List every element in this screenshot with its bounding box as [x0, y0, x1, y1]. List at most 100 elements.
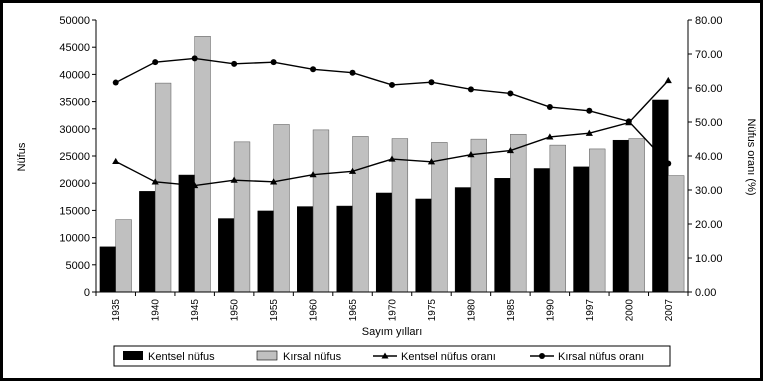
left-tick-label: 10000 — [59, 233, 90, 245]
bar-kırsal-nüfus-1960 — [312, 129, 330, 293]
bar-kentsel-nüfus-1935 — [99, 246, 116, 293]
bar-kırsal-nüfus-2000 — [628, 138, 645, 293]
right-tick-label: 70.00 — [695, 49, 723, 61]
point-kentsel-nüfus-oranı-1945 — [191, 181, 199, 189]
bar-kırsal-nüfus-2007 — [668, 175, 685, 293]
x-tick-label-1935: 1935 — [111, 299, 122, 322]
x-tick-label-2000: 2000 — [624, 299, 635, 322]
point-kentsel-nüfus-oranı-1950 — [230, 176, 238, 183]
point-kentsel-nüfus-oranı-1965 — [348, 167, 357, 174]
bar-kırsal-nüfus-1950 — [233, 141, 251, 293]
left-tick-label: 30000 — [59, 124, 90, 136]
point-kentsel-nüfus-oranı-1975 — [427, 158, 436, 165]
point-kırsal-nüfus-oranı-1945 — [191, 55, 198, 62]
point-kentsel-nüfus-oranı-1955 — [270, 178, 278, 185]
plot-area — [99, 36, 685, 293]
right-tick-label: 40.00 — [695, 151, 723, 163]
x-tick-label-1975: 1975 — [427, 299, 438, 322]
bar-kentsel-nüfus-2000 — [612, 139, 630, 293]
bar-kırsal-nüfus-1985 — [510, 133, 527, 293]
point-kırsal-nüfus-oranı-1980 — [467, 86, 474, 93]
left-tick-label: 5000 — [66, 260, 90, 272]
x-tick-label-1980: 1980 — [466, 299, 477, 322]
x-tick-label-1965: 1965 — [348, 299, 359, 322]
legend-marker-circle — [539, 353, 545, 359]
bar-kırsal-nüfus-1997 — [589, 148, 606, 293]
x-tick-label-2007: 2007 — [664, 299, 675, 322]
left-tick-label: 15000 — [59, 205, 90, 217]
bar-kırsal-nüfus-1980 — [470, 138, 487, 293]
point-kırsal-nüfus-oranı-1960 — [310, 66, 317, 73]
bar-kırsal-nüfus-1955 — [273, 124, 290, 293]
right-tick-label: 60.00 — [695, 83, 723, 95]
bar-kentsel-nüfus-1985 — [494, 178, 511, 293]
right-axis: 0.00 10.00 20.00 30.00 40.00 50.00 60.00 70.00 8… — [687, 15, 723, 299]
point-kırsal-nüfus-oranı-1990 — [546, 104, 553, 111]
left-tick-label: 35000 — [59, 97, 90, 109]
point-kırsal-nüfus-oranı-1970 — [389, 81, 395, 88]
point-kırsal-nüfus-oranı-1950 — [231, 60, 238, 67]
legend-label-kirsal-oran: Kırsal nüfus oranı — [558, 351, 644, 363]
legend-marker-triangle — [381, 352, 389, 359]
point-kentsel-nüfus-oranı-2007 — [664, 76, 672, 84]
left-tick-label: 25000 — [59, 151, 90, 163]
legend-label-kentsel-nufus: Kentsel nüfus — [148, 351, 215, 363]
point-kırsal-nüfus-oranı-2000 — [625, 118, 632, 125]
left-tick-label: 45000 — [59, 42, 90, 54]
x-axis: 1935 1940 1945 1950 1955 1960 1965 1970 1975 1980… — [95, 291, 689, 322]
point-kentsel-nüfus-oranı-1935 — [112, 157, 120, 165]
bar-kentsel-nüfus-1950 — [218, 218, 235, 293]
point-kırsal-nüfus-oranı-1985 — [507, 90, 514, 97]
point-kırsal-nüfus-oranı-1975 — [428, 79, 435, 86]
point-kentsel-nüfus-oranı-1940 — [151, 178, 159, 185]
left-axis: 0 5000 10000 15000 20000 25000 30000 35000 40000… — [59, 15, 97, 299]
right-tick-label: 30.00 — [695, 185, 723, 197]
legend-label-kentsel-oran: Kentsel nüfus oranı — [401, 351, 496, 363]
left-tick-label: 50000 — [59, 15, 90, 27]
point-kentsel-nüfus-oranı-1985 — [506, 146, 514, 154]
point-kentsel-nüfus-oranı-1980 — [467, 151, 475, 158]
bar-kentsel-nüfus-1980 — [454, 187, 472, 293]
bar-kırsal-nüfus-1945 — [194, 36, 211, 293]
x-tick-label-1945: 1945 — [190, 299, 201, 322]
x-tick-label-1997: 1997 — [585, 299, 596, 322]
bar-kentsel-nüfus-1975 — [415, 198, 432, 293]
bar-kırsal-nüfus-1990 — [549, 144, 566, 293]
bar-kentsel-nüfus-1955 — [257, 210, 274, 293]
x-tick-label-1970: 1970 — [388, 299, 399, 322]
x-tick-label-1960: 1960 — [309, 299, 320, 322]
x-tick-label-1950: 1950 — [230, 299, 241, 322]
y-axis-title: Nüfus — [16, 142, 28, 171]
bar-kırsal-nüfus-1940 — [154, 82, 172, 293]
x-axis-title: Sayım yılları — [362, 326, 423, 338]
left-tick-label: 0 — [84, 287, 90, 299]
point-kırsal-nüfus-oranı-1940 — [152, 59, 159, 66]
bar-kentsel-nüfus-1960 — [297, 206, 314, 293]
bar-kentsel-nüfus-1990 — [533, 168, 551, 293]
left-tick-label: 40000 — [59, 69, 90, 81]
bar-kentsel-nüfus-1997 — [573, 166, 590, 293]
bar-kentsel-nüfus-1945 — [178, 174, 195, 293]
point-kentsel-nüfus-oranı-1970 — [388, 155, 396, 162]
point-kırsal-nüfus-oranı-1935 — [112, 79, 119, 86]
point-kırsal-nüfus-oranı-1997 — [586, 107, 593, 114]
point-kentsel-nüfus-oranı-1960 — [309, 171, 317, 178]
point-kırsal-nüfus-oranı-1955 — [270, 59, 277, 66]
point-kentsel-nüfus-oranı-1997 — [585, 129, 593, 136]
x-tick-label-1940: 1940 — [151, 299, 162, 322]
point-kırsal-nüfus-oranı-2007 — [665, 160, 672, 167]
legend: Kentsel nüfus Kırsal nüfus Kentsel nüfus… — [113, 345, 671, 367]
bar-kentsel-nüfus-1965 — [336, 205, 353, 293]
bar-kentsel-nüfus-1940 — [139, 191, 156, 293]
bar-kırsal-nüfus-1975 — [431, 142, 448, 293]
bar-kırsal-nüfus-1965 — [352, 136, 369, 293]
chart-svg: 0 5000 10000 15000 20000 25000 30000 35000 40000… — [16, 15, 757, 367]
legend-label-kirsal-nufus: Kırsal nüfus — [283, 351, 342, 363]
y2-axis-title: Nüfus oranı (%) — [745, 118, 757, 195]
legend-swatch-kirsal-nufus — [256, 350, 278, 361]
bar-kırsal-nüfus-1935 — [115, 219, 132, 293]
bar-kentsel-nüfus-1970 — [375, 192, 393, 293]
right-tick-label: 50.00 — [695, 117, 723, 129]
x-tick-label-1985: 1985 — [506, 299, 517, 322]
